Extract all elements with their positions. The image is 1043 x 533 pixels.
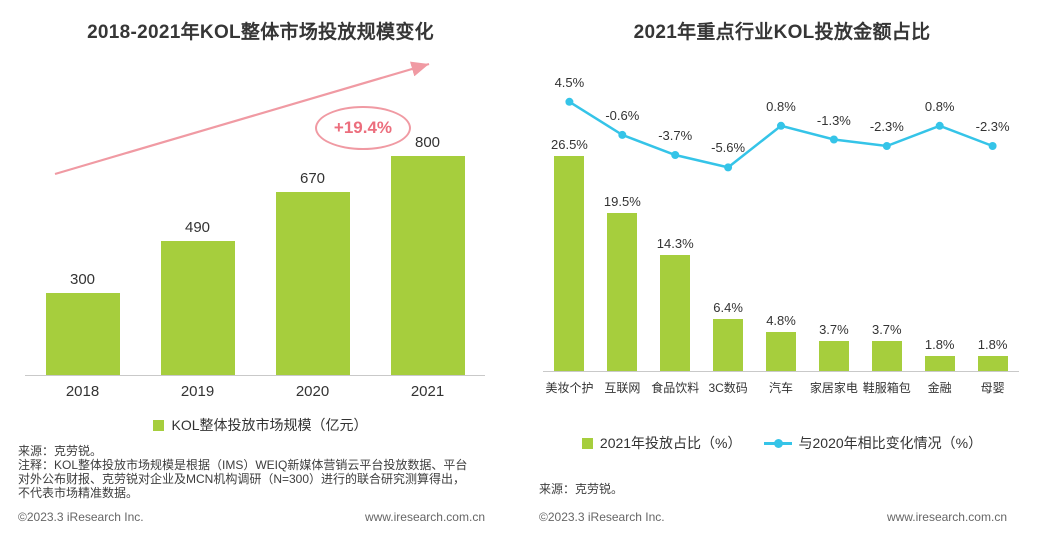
- x-axis-label: 美妆个护: [545, 381, 594, 395]
- right-source-text: 来源：克劳锐。: [539, 482, 624, 496]
- bar-column-家居家电: 3.7%: [807, 322, 860, 371]
- bar-value-label: 14.3%: [656, 236, 694, 252]
- right-line-legend-label: 与2020年相比变化情况（%）: [798, 435, 983, 451]
- bar-column-2021: 800: [370, 134, 485, 375]
- left-chart-title: 2018-2021年KOL整体市场投放规模变化: [87, 22, 434, 43]
- left-footer: ©2023.3 iResearch Inc. www.iresearch.com…: [18, 510, 485, 524]
- x-axis-label: 2021: [410, 383, 445, 400]
- bar-value-label: 300: [69, 270, 96, 288]
- bar-value-label: 670: [299, 169, 326, 187]
- right-notes: 来源：克劳锐。: [539, 482, 1043, 496]
- website-text: www.iresearch.com.cn: [364, 510, 485, 524]
- bar-value-label: 490: [184, 218, 211, 236]
- bar-value-label: 3.7%: [871, 322, 902, 337]
- market-size-bar: [390, 156, 465, 375]
- bar-legend-swatch: [581, 437, 593, 449]
- industry-share-bar: [977, 356, 1008, 371]
- bar-column-金融: 1.8%: [913, 337, 966, 371]
- bar-column-美妆个护: 26.5%: [543, 137, 596, 371]
- line-legend-icon: [763, 438, 792, 448]
- x-axis-label: 家居家电: [809, 381, 858, 395]
- bar-column-鞋服箱包: 3.7%: [860, 322, 913, 371]
- growth-annotation-badge: +19.4%: [315, 106, 411, 150]
- right-x-axis: 美妆个护 互联网 食品饮料 3C数码 汽车 家居家电 鞋服箱包 金融 母婴: [543, 379, 1019, 396]
- bar-value-label: 1.8%: [924, 337, 955, 353]
- bar-column-母婴: 1.8%: [966, 337, 1019, 371]
- bar-value-label: 4.8%: [766, 313, 796, 329]
- x-axis-label: 母婴: [980, 381, 1005, 395]
- bar-column-互联网: 19.5%: [596, 194, 649, 371]
- x-axis-label: 3C数码: [708, 381, 748, 395]
- bar-column-2019: 490: [140, 219, 255, 375]
- industry-share-bar: [660, 255, 691, 371]
- bar-value-label: 1.8%: [977, 337, 1008, 353]
- right-chart-title: 2021年重点行业KOL投放金额占比: [633, 22, 931, 43]
- x-axis-label: 互联网: [604, 381, 641, 395]
- left-x-axis: 2018 2019 2020 2021: [25, 383, 485, 400]
- x-axis-label: 2018: [65, 383, 100, 400]
- market-size-bar: [160, 240, 235, 375]
- bar-legend-swatch: [153, 419, 165, 431]
- bar-column-食品饮料: 14.3%: [649, 236, 702, 371]
- right-bars-row: 26.5% 19.5% 14.3% 6.4% 4.8% 3.7% 3.7% 1.8% 1.8%: [543, 62, 1019, 371]
- industry-share-bar: [818, 341, 849, 371]
- market-size-bar: [275, 191, 350, 375]
- left-source-text: 来源：克劳锐。: [18, 444, 103, 458]
- bar-column-2018: 300: [25, 271, 140, 375]
- bar-column-2020: 670: [255, 170, 370, 375]
- website-text: www.iresearch.com.cn: [886, 510, 1007, 524]
- bar-value-label: 3.7%: [819, 322, 849, 337]
- kol-market-size-chart: 300 490 670 800 +19.4%: [25, 56, 485, 376]
- left-legend: KOL整体投放市场规模（亿元）: [0, 415, 521, 435]
- industry-combo-chart: 26.5% 19.5% 14.3% 6.4% 4.8% 3.7% 3.7% 1.8% 1.8% …: [543, 62, 1019, 372]
- industry-share-bar: [713, 319, 744, 371]
- x-axis-label: 金融: [927, 381, 952, 395]
- x-axis-label: 2020: [295, 383, 330, 400]
- right-bar-legend-label: 2021年投放占比（%）: [599, 435, 742, 451]
- left-note-line-3: 不代表市场精准数据。: [18, 486, 139, 500]
- copyright-text: ©2023.3 iResearch Inc.: [539, 510, 665, 524]
- bar-value-label: 6.4%: [713, 300, 743, 316]
- industry-share-bar: [924, 356, 955, 371]
- bar-value-label: 19.5%: [603, 194, 641, 210]
- bar-legend-label: KOL整体投放市场规模（亿元）: [171, 417, 368, 433]
- market-size-bar: [45, 292, 120, 375]
- left-note-line-1: 注释：KOL整体投放市场规模是根据（IMS）WEIQ新媒体营销云平台投放数据、平…: [18, 458, 468, 472]
- left-bars-row: 300 490 670 800: [25, 56, 485, 375]
- x-axis-label: 食品饮料: [651, 381, 700, 395]
- x-axis-label: 汽车: [769, 381, 794, 395]
- line-legend-dot: [773, 438, 783, 448]
- bar-column-3C数码: 6.4%: [702, 300, 755, 371]
- x-axis-label: 鞋服箱包: [862, 381, 911, 395]
- industry-kol-share-panel: 2021年重点行业KOL投放金额占比 26.5% 19.5% 14.3% 6.4% 4.…: [521, 0, 1043, 533]
- industry-share-bar: [554, 156, 585, 371]
- bar-value-label: 800: [414, 134, 441, 151]
- right-legend: 2021年投放占比（%） 与2020年相比变化情况（%）: [521, 433, 1043, 453]
- copyright-text: ©2023.3 iResearch Inc.: [18, 510, 144, 524]
- bar-value-label: 26.5%: [551, 137, 588, 153]
- industry-share-bar: [871, 341, 902, 371]
- left-note-line-2: 对外公布财报、克劳锐对企业及MCN机构调研（N=300）进行的联合研究测算得出，: [18, 472, 466, 486]
- industry-share-bar: [607, 213, 638, 371]
- x-axis-label: 2019: [180, 383, 215, 400]
- bar-column-汽车: 4.8%: [755, 313, 808, 371]
- industry-share-bar: [766, 332, 796, 371]
- left-notes: 来源：克劳锐。 注释：KOL整体投放市场规模是根据（IMS）WEIQ新媒体营销云…: [18, 444, 521, 500]
- kol-market-size-panel: 2018-2021年KOL整体市场投放规模变化 300 490 670 800 +19…: [0, 0, 521, 533]
- right-footer: ©2023.3 iResearch Inc. www.iresearch.com…: [539, 510, 1007, 524]
